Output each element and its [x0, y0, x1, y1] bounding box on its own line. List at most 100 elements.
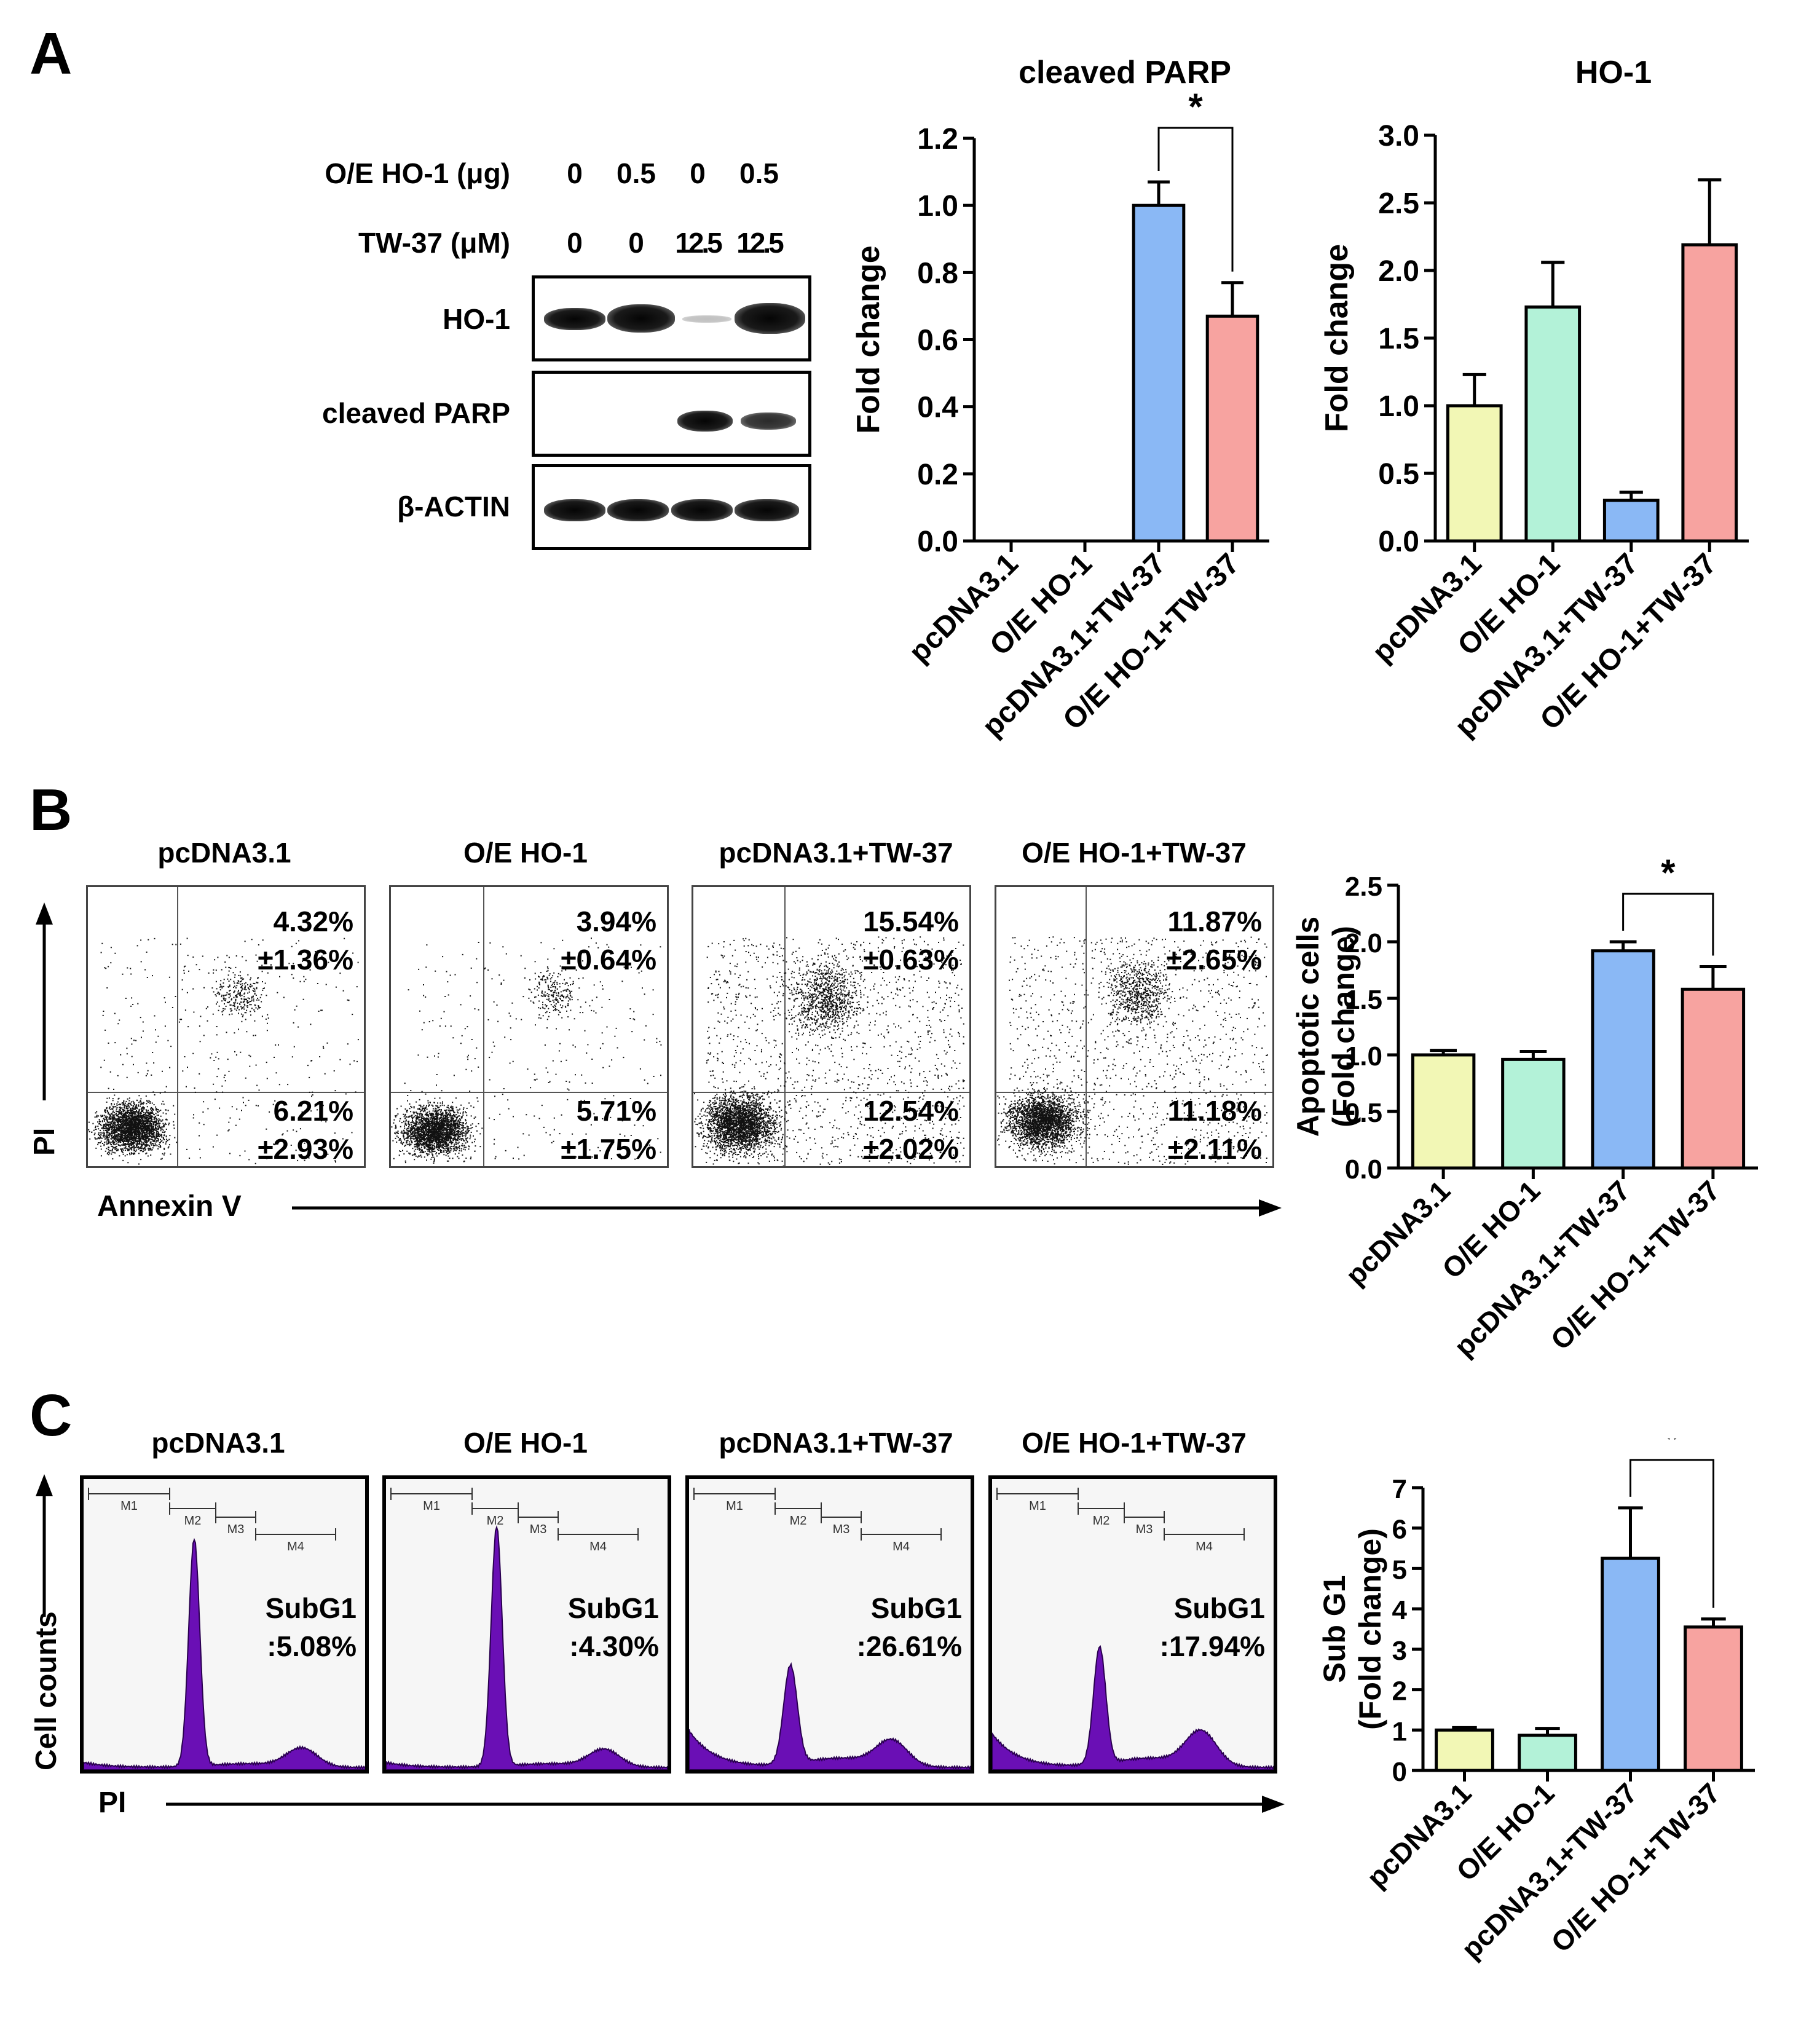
y-tick-label: 0.0 — [1378, 526, 1419, 558]
subg1-value: SubG1 :26.61% — [856, 1592, 962, 1663]
y-axis-label: Fold change — [1319, 244, 1355, 432]
oe-dose-label: O/E HO-1 (μg) — [325, 157, 510, 189]
gate-label: M2 — [487, 1514, 504, 1528]
dot-cloud — [997, 936, 1268, 1165]
y-tick-label: 4 — [1392, 1595, 1408, 1625]
bar — [1435, 1728, 1494, 1772]
gate-label: M1 — [120, 1499, 138, 1513]
y-tick-label: 5 — [1392, 1555, 1407, 1585]
tw37-value: 12.5 — [736, 227, 784, 259]
oe-dose-value: 0 — [690, 157, 706, 189]
bar — [1446, 404, 1503, 543]
gate-label: M1 — [423, 1499, 440, 1513]
gate-label: M1 — [1029, 1499, 1046, 1513]
y-axis-label: (Fold change) — [1326, 926, 1361, 1127]
dot-cloud — [88, 937, 359, 1165]
y-tick-label: 2.5 — [1378, 187, 1419, 220]
gate-label: M3 — [530, 1523, 547, 1536]
y-axis-label: Apoptotic cells — [1291, 917, 1325, 1137]
y-tick-label: 6 — [1392, 1515, 1407, 1545]
gate-label: M1 — [726, 1499, 743, 1513]
histogram-fill — [386, 1525, 668, 1770]
y-tick-label: 0.2 — [917, 459, 958, 491]
chart-title: cleaved PARP — [1019, 55, 1231, 90]
band — [544, 499, 605, 521]
y-axis-label: Sub G1 — [1317, 1575, 1352, 1683]
y-axis-arrow — [36, 1474, 53, 1617]
bar — [1684, 1625, 1743, 1772]
histogram-fill — [689, 1662, 971, 1770]
x-axis-arrow — [166, 1796, 1285, 1813]
dot-cloud — [694, 936, 965, 1166]
blot-label-ho1: HO-1 — [443, 303, 510, 335]
y-axis-label: (Fold change) — [1353, 1528, 1387, 1730]
significance-star: * — [1661, 852, 1676, 893]
gate-label: M4 — [893, 1540, 910, 1553]
y-tick-label: 1.0 — [1345, 1041, 1382, 1071]
blot-ho1 — [532, 275, 811, 361]
x-axis-arrow — [292, 1199, 1282, 1217]
y-axis-label: Fold change — [851, 245, 886, 433]
subg1-value: SubG1 :5.08% — [265, 1592, 357, 1663]
panel-label-b: B — [30, 777, 73, 843]
gate-label: M2 — [184, 1514, 202, 1528]
blot-label-parp: cleaved PARP — [322, 397, 510, 429]
bar — [1132, 203, 1186, 543]
condition-title: O/E HO-1 — [463, 837, 588, 869]
condition-title: O/E HO-1+TW-37 — [1022, 1427, 1247, 1459]
y-tick-label: 0.0 — [1345, 1154, 1382, 1185]
y-tick-label: 0.6 — [917, 325, 958, 357]
bar — [1681, 243, 1738, 543]
x-axis-title: Annexin V — [97, 1190, 242, 1223]
band — [682, 315, 731, 323]
quadrant-lower-right: 12.54% ±2.02% — [862, 1095, 959, 1166]
bar — [1602, 499, 1660, 543]
bar — [1501, 1057, 1566, 1170]
bar — [1591, 949, 1655, 1170]
y-tick-label: 2.0 — [1345, 928, 1382, 958]
x-tick-label: pcDNA3.1+TW-37 — [1448, 1174, 1636, 1362]
y-tick-label: 2 — [1392, 1676, 1407, 1707]
condition-title: pcDNA3.1+TW-37 — [719, 1427, 953, 1459]
gate-label: M3 — [1136, 1523, 1153, 1536]
tw37-label: TW-37 (μM) — [358, 227, 510, 259]
band — [544, 308, 605, 330]
bar — [1524, 305, 1582, 543]
chart-apoptotic: Apoptotic cells (Fold change) 0.0 0.5 1.0 1.5… — [1291, 852, 1758, 1363]
subg1-value: SubG1 :17.94% — [1159, 1592, 1265, 1663]
histogram-plot: M1 M2 M3 M4 — [80, 1475, 369, 1774]
panel-label-c: C — [30, 1383, 73, 1448]
band — [671, 499, 733, 521]
significance-bracket — [1157, 127, 1234, 272]
y-tick-label: 1.2 — [917, 123, 958, 156]
histogram-plot: M1 M2 M3 M4 — [382, 1475, 671, 1774]
oe-dose-value: 0.5 — [617, 157, 656, 189]
band — [607, 304, 675, 333]
condition-title: O/E HO-1+TW-37 — [1022, 837, 1247, 869]
y-axis-title: Cell counts — [30, 1611, 63, 1770]
blot-actin — [532, 464, 811, 550]
oe-dose-value: 0.5 — [739, 157, 779, 189]
gate-label: M4 — [589, 1540, 607, 1553]
y-tick-label: 1.0 — [917, 190, 958, 223]
band — [735, 303, 805, 334]
y-tick-label: 1.0 — [1378, 390, 1419, 423]
y-tick-label: 0.5 — [1378, 458, 1419, 491]
subg1-value: SubG1 :4.30% — [567, 1592, 659, 1663]
condition-title: pcDNA3.1 — [151, 1427, 285, 1459]
band — [741, 412, 796, 430]
y-tick-label: 0.5 — [1345, 1098, 1382, 1128]
x-tick-label: pcDNA3.1 — [1339, 1174, 1456, 1291]
y-tick-label: 2.5 — [1345, 872, 1382, 902]
chart-cleaved-parp: cleaved PARP Fold change 0.0 0.2 0.4 0.6 0.8 1.… — [851, 55, 1269, 743]
gate-label: M2 — [790, 1514, 807, 1528]
quadrant-upper-right: 11.87% ±2.65% — [1166, 906, 1262, 976]
bar — [1411, 1053, 1476, 1170]
tw37-value: 12.5 — [675, 227, 723, 259]
y-tick-label: 0.4 — [917, 392, 958, 424]
band — [607, 499, 669, 521]
panel-label-a: A — [30, 21, 73, 87]
condition-title: pcDNA3.1+TW-37 — [719, 837, 953, 869]
